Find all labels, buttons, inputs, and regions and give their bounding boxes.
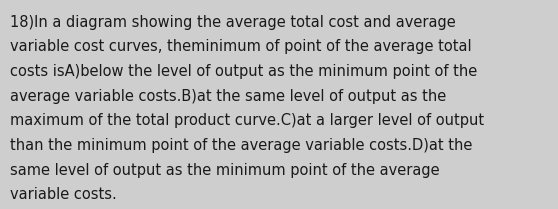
Text: than the minimum point of the average variable costs.D)at the: than the minimum point of the average va… xyxy=(10,138,473,153)
Text: variable cost curves, theminimum of point of the average total: variable cost curves, theminimum of poin… xyxy=(10,39,472,54)
Text: variable costs.: variable costs. xyxy=(10,187,117,202)
Text: same level of output as the minimum point of the average: same level of output as the minimum poin… xyxy=(10,163,440,178)
Text: 18)In a diagram showing the average total cost and average: 18)In a diagram showing the average tota… xyxy=(10,15,456,30)
Text: costs isA)below the level of output as the minimum point of the: costs isA)below the level of output as t… xyxy=(10,64,477,79)
Text: maximum of the total product curve.C)at a larger level of output: maximum of the total product curve.C)at … xyxy=(10,113,484,128)
Text: average variable costs.B)at the same level of output as the: average variable costs.B)at the same lev… xyxy=(10,89,446,104)
